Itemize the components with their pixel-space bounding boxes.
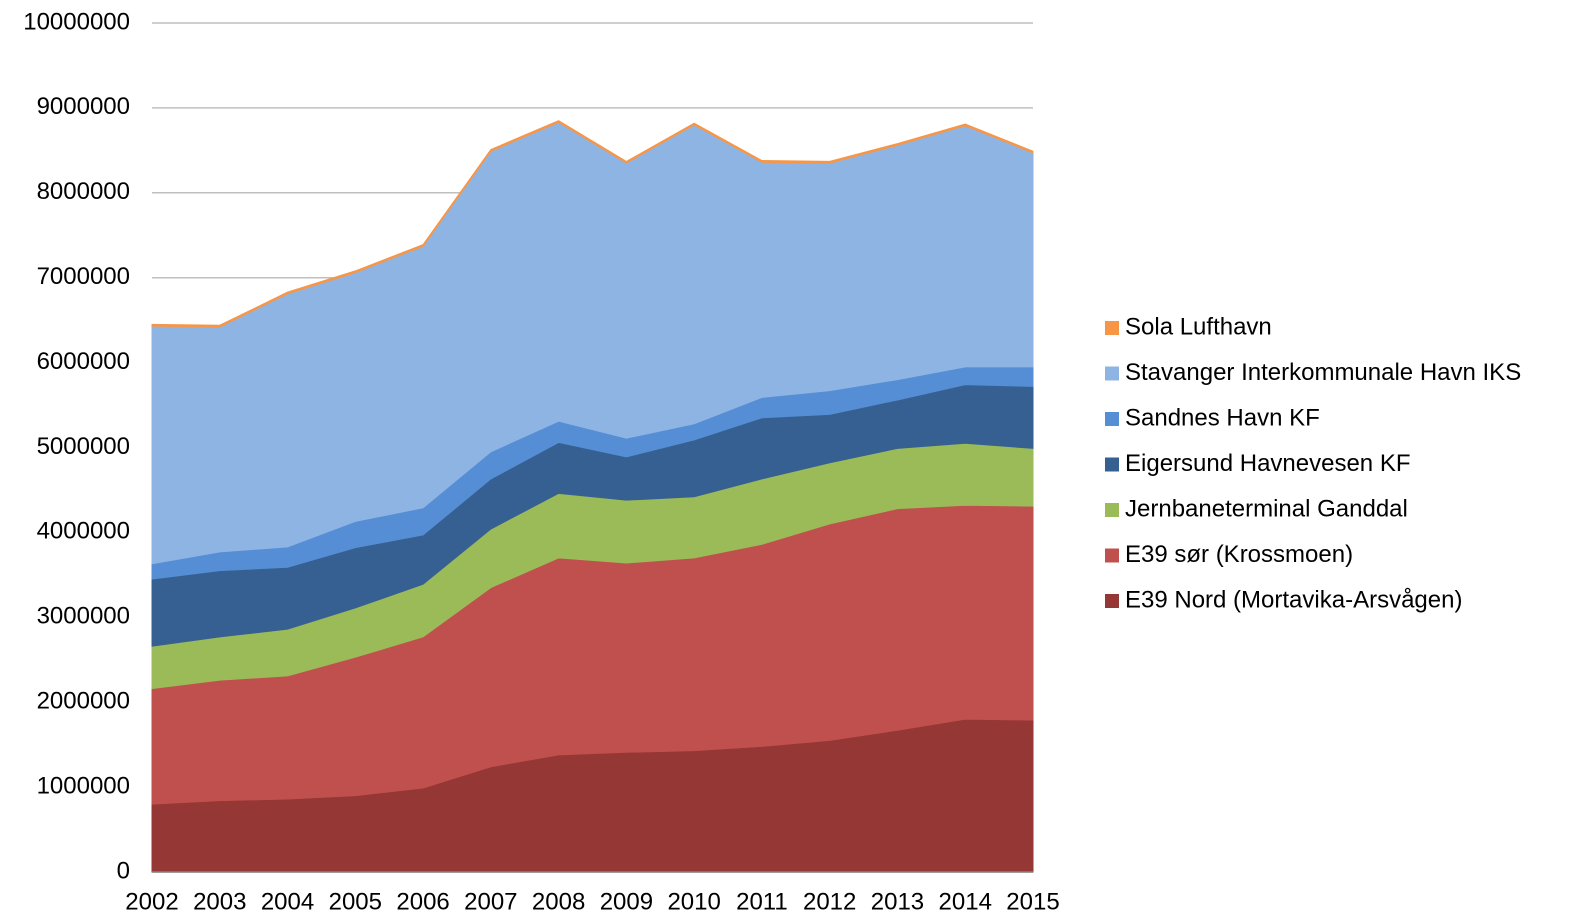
- legend-swatch: [1105, 366, 1119, 381]
- x-tick-label: 2010: [667, 888, 720, 915]
- legend-label: Eigersund Havnevesen KF: [1125, 450, 1411, 477]
- legend-label: Stavanger Interkommunale Havn IKS: [1125, 359, 1521, 386]
- y-tick-label: 1000000: [37, 772, 130, 799]
- y-tick-label: 2000000: [37, 688, 130, 715]
- x-tick-label: 2011: [736, 888, 788, 915]
- area: [151, 120, 1034, 328]
- y-tick-label: 8000000: [37, 178, 130, 205]
- x-tick-label: 2004: [261, 888, 314, 915]
- x-tick-label: 2015: [1006, 888, 1059, 915]
- x-tick-label: 2009: [600, 888, 653, 915]
- legend-label: Sandnes Havn KF: [1125, 404, 1320, 431]
- x-tick-label: 2002: [125, 888, 178, 915]
- y-tick-label: 3000000: [37, 603, 130, 630]
- y-tick-label: 5000000: [37, 433, 130, 460]
- y-tick-label: 0: [117, 857, 130, 884]
- y-tick-label: 9000000: [37, 93, 130, 120]
- legend-swatch: [1105, 548, 1119, 563]
- x-tick-label: 2006: [396, 888, 449, 915]
- legend-label: Jernbaneterminal Ganddal: [1125, 495, 1408, 522]
- x-tick-label: 2013: [871, 888, 924, 915]
- x-tick-label: 2012: [803, 888, 856, 915]
- legend-swatch: [1105, 594, 1119, 608]
- y-tick-label: 7000000: [37, 263, 130, 290]
- legend-swatch: [1105, 412, 1119, 426]
- legend-label: E39 sør (Krossmoen): [1125, 541, 1353, 568]
- y-tick-label: 4000000: [37, 518, 130, 545]
- x-tick-label: 2008: [532, 888, 585, 915]
- x-tick-label: 2007: [464, 888, 517, 915]
- legend-label: E39 Nord (Mortavika-Arsvågen): [1125, 586, 1462, 613]
- x-tick-label: 2014: [939, 888, 992, 915]
- legend-label: Sola Lufthavn: [1125, 313, 1272, 340]
- x-tick-label: 2003: [193, 888, 246, 915]
- y-tick-label: 6000000: [37, 348, 130, 375]
- legend-swatch: [1105, 503, 1119, 517]
- legend-swatch: [1105, 457, 1119, 472]
- x-tick-label: 2005: [329, 888, 382, 915]
- y-tick-label: 10000000: [23, 8, 130, 35]
- legend-swatch: [1105, 321, 1119, 335]
